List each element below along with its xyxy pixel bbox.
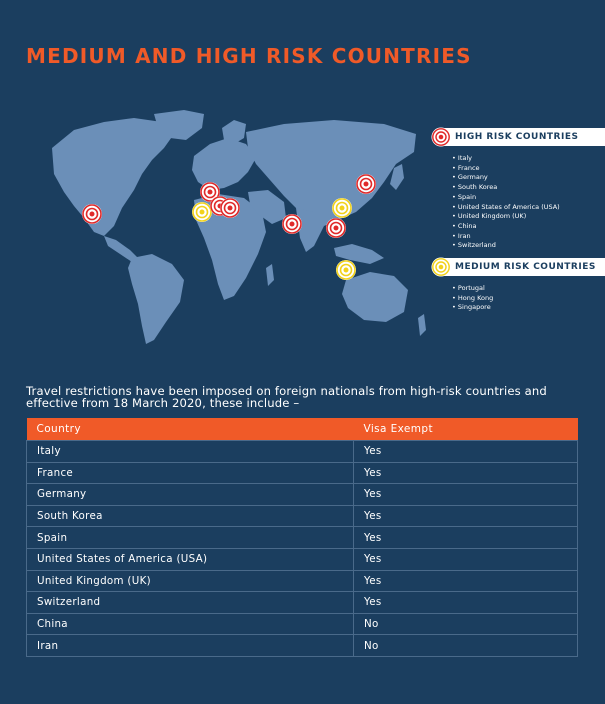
list-item: United States of America (USA) xyxy=(452,203,605,213)
country-cell: Italy xyxy=(26,440,354,463)
country-cell: South Korea xyxy=(26,504,354,528)
table-row: Italy Yes xyxy=(26,440,578,463)
legend-high-risk: HIGH RISK COUNTRIES Italy France Germany… xyxy=(431,127,605,251)
visa-exempt-cell: Yes xyxy=(353,440,578,463)
marker-south-korea[interactable] xyxy=(355,173,377,195)
list-item: Portugal xyxy=(452,284,605,294)
yellow-target-icon xyxy=(431,257,451,277)
list-item: Singapore xyxy=(452,303,605,313)
visa-exempt-cell: Yes xyxy=(353,526,578,549)
table-row: France Yes xyxy=(26,461,578,485)
red-target-icon xyxy=(282,214,302,234)
list-item: Spain xyxy=(452,193,605,203)
country-cell: Switzerland xyxy=(26,591,354,614)
country-cell: France xyxy=(26,461,354,485)
list-item: Hong Kong xyxy=(452,294,605,304)
marker-usa[interactable] xyxy=(81,203,103,225)
table-header-row: Country Visa Exempt xyxy=(26,418,578,441)
red-target-icon xyxy=(82,204,102,224)
yellow-target-icon xyxy=(336,260,356,280)
red-target-icon xyxy=(220,198,240,218)
legend-medium-risk-header: MEDIUM RISK COUNTRIES xyxy=(431,257,605,277)
visa-exempt-cell: No xyxy=(353,612,578,636)
visa-exempt-cell: Yes xyxy=(353,591,578,614)
list-item: Italy xyxy=(452,154,605,164)
yellow-target-icon xyxy=(192,202,212,222)
world-map xyxy=(34,108,434,353)
legend-medium-risk: MEDIUM RISK COUNTRIES Portugal Hong Kong… xyxy=(431,257,605,313)
world-map-land xyxy=(52,110,426,344)
list-item: Switzerland xyxy=(452,241,605,251)
red-target-icon xyxy=(431,127,451,147)
marker-iran[interactable] xyxy=(281,213,303,235)
page-title: MEDIUM AND HIGH RISK COUNTRIES xyxy=(26,44,472,68)
column-header-country: Country xyxy=(26,418,354,441)
marker-portugal[interactable] xyxy=(191,201,213,223)
table-row: United Kingdom (UK) Yes xyxy=(26,569,578,593)
country-cell: United States of America (USA) xyxy=(26,547,354,571)
table-row: United States of America (USA) Yes xyxy=(26,547,578,571)
red-target-icon xyxy=(200,182,220,202)
table-row: Germany Yes xyxy=(26,483,578,506)
restrictions-table: Country Visa Exempt Italy Yes France Yes G… xyxy=(26,418,578,657)
legend-high-risk-label: HIGH RISK COUNTRIES xyxy=(455,132,579,142)
list-item: Iran xyxy=(452,232,605,242)
country-cell: China xyxy=(26,612,354,636)
legend-high-risk-list: Italy France Germany South Korea Spain U… xyxy=(452,154,605,251)
visa-exempt-cell: Yes xyxy=(353,483,578,506)
table-row: Spain Yes xyxy=(26,526,578,549)
marker-hong-kong[interactable] xyxy=(331,197,353,219)
country-cell: Iran xyxy=(26,634,354,657)
list-item: France xyxy=(452,164,605,174)
legend-medium-risk-list: Portugal Hong Kong Singapore xyxy=(452,284,605,313)
marker-singapore[interactable] xyxy=(335,259,357,281)
legend-high-risk-header: HIGH RISK COUNTRIES xyxy=(431,127,605,147)
intro-text: Travel restrictions have been imposed on… xyxy=(26,384,547,410)
country-cell: Spain xyxy=(26,526,354,549)
visa-exempt-cell: Yes xyxy=(353,547,578,571)
table-row: Switzerland Yes xyxy=(26,591,578,614)
visa-exempt-cell: No xyxy=(353,634,578,657)
red-target-icon xyxy=(326,218,346,238)
yellow-target-icon xyxy=(332,198,352,218)
legend-medium-risk-label: MEDIUM RISK COUNTRIES xyxy=(455,262,596,272)
country-cell: Germany xyxy=(26,483,354,506)
marker-uk[interactable] xyxy=(199,181,221,203)
table-row: China No xyxy=(26,612,578,636)
visa-exempt-cell: Yes xyxy=(353,569,578,593)
list-item: Germany xyxy=(452,173,605,183)
list-item: China xyxy=(452,222,605,232)
marker-italy[interactable] xyxy=(219,197,241,219)
red-target-icon xyxy=(356,174,376,194)
visa-exempt-cell: Yes xyxy=(353,461,578,485)
column-header-visa-exempt: Visa Exempt xyxy=(353,418,578,441)
table-row: South Korea Yes xyxy=(26,504,578,528)
list-item: South Korea xyxy=(452,183,605,193)
marker-china[interactable] xyxy=(325,217,347,239)
list-item: United Kingdom (UK) xyxy=(452,212,605,222)
country-cell: United Kingdom (UK) xyxy=(26,569,354,593)
visa-exempt-cell: Yes xyxy=(353,504,578,528)
table-row: Iran No xyxy=(26,634,578,657)
